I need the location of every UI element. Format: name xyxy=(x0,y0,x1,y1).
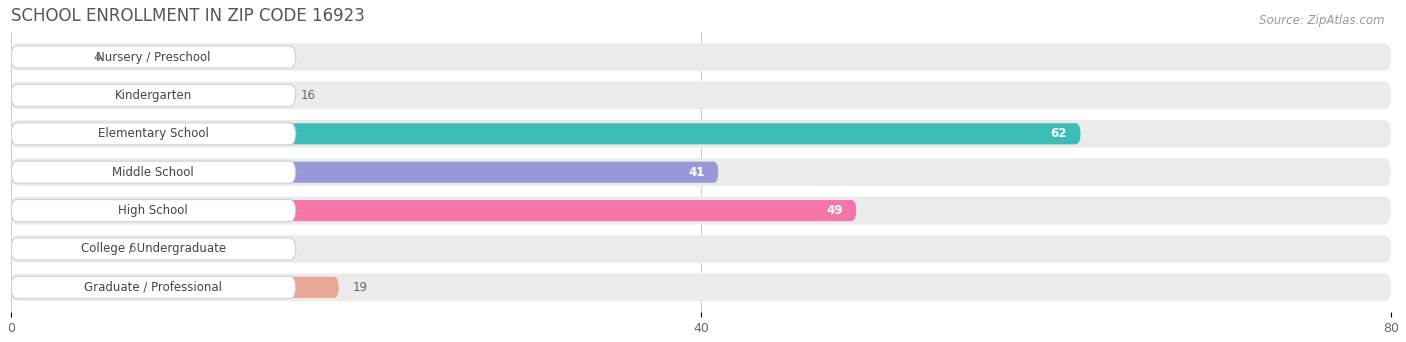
FancyBboxPatch shape xyxy=(11,277,339,298)
FancyBboxPatch shape xyxy=(11,43,1391,71)
Text: 49: 49 xyxy=(825,204,842,217)
FancyBboxPatch shape xyxy=(11,238,295,260)
FancyBboxPatch shape xyxy=(11,162,718,183)
Text: College / Undergraduate: College / Undergraduate xyxy=(80,242,226,255)
FancyBboxPatch shape xyxy=(11,120,1391,148)
Text: 6: 6 xyxy=(128,242,136,255)
FancyBboxPatch shape xyxy=(11,47,80,68)
FancyBboxPatch shape xyxy=(11,123,295,145)
FancyBboxPatch shape xyxy=(11,199,295,222)
FancyBboxPatch shape xyxy=(11,197,1391,224)
Text: SCHOOL ENROLLMENT IN ZIP CODE 16923: SCHOOL ENROLLMENT IN ZIP CODE 16923 xyxy=(11,7,364,25)
FancyBboxPatch shape xyxy=(11,85,287,106)
FancyBboxPatch shape xyxy=(11,158,1391,186)
Text: Graduate / Professional: Graduate / Professional xyxy=(84,281,222,294)
Text: High School: High School xyxy=(118,204,188,217)
FancyBboxPatch shape xyxy=(11,123,1081,144)
FancyBboxPatch shape xyxy=(11,84,295,106)
FancyBboxPatch shape xyxy=(11,161,295,183)
Text: Elementary School: Elementary School xyxy=(98,127,208,140)
Text: 19: 19 xyxy=(353,281,367,294)
Text: Kindergarten: Kindergarten xyxy=(115,89,191,102)
Text: Source: ZipAtlas.com: Source: ZipAtlas.com xyxy=(1260,14,1385,27)
Text: 4: 4 xyxy=(94,51,101,64)
FancyBboxPatch shape xyxy=(11,276,295,299)
Text: 41: 41 xyxy=(688,166,704,179)
FancyBboxPatch shape xyxy=(11,235,1391,263)
FancyBboxPatch shape xyxy=(11,46,295,68)
Text: 62: 62 xyxy=(1050,127,1067,140)
Text: Nursery / Preschool: Nursery / Preschool xyxy=(96,51,211,64)
Text: Middle School: Middle School xyxy=(112,166,194,179)
FancyBboxPatch shape xyxy=(11,82,1391,109)
FancyBboxPatch shape xyxy=(11,274,1391,301)
FancyBboxPatch shape xyxy=(11,200,856,221)
Text: 16: 16 xyxy=(301,89,316,102)
FancyBboxPatch shape xyxy=(11,238,114,260)
